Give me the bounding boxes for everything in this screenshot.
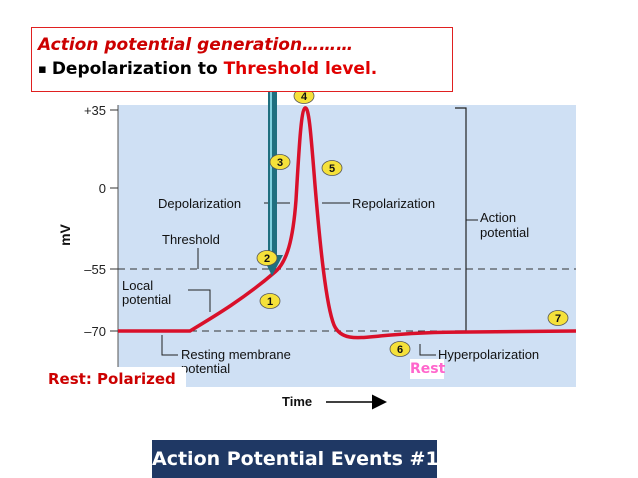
threshold-label: Threshold [162,232,220,247]
depolarization-label: Depolarization [158,196,241,211]
callout-bullet-line: ▪ Depolarization to Threshold level. [38,56,452,83]
y-axis-label: mV [57,223,73,245]
marker-5-circle [321,160,343,176]
marker-5: 5 [329,163,335,175]
marker-6: 6 [397,344,403,356]
marker-3: 3 [277,157,283,169]
y-tick-label: 0 [99,181,106,196]
y-tick-label: +35 [84,103,106,118]
rest-polarized-label: Rest: Polarized [44,367,186,391]
callout-box: Action potential generation……… ▪ Depolari… [31,27,453,92]
marker-6-circle [389,341,411,357]
slide-title: Action Potential Events #1 [152,440,439,478]
marker-7-circle [547,310,569,326]
action-potential-label: potential [480,225,529,240]
resting-membrane-label: potential [181,361,230,376]
callout-line-highlight: Threshold level. [223,59,378,79]
y-tick-label: –55 [84,262,106,277]
x-axis-label: Time [282,394,312,409]
local-potential-label: Local [122,278,153,293]
square-bullet-icon: ▪ [38,62,47,77]
plot-panel [118,105,576,387]
marker-1-circle [259,293,281,309]
marker-4: 4 [301,91,308,103]
callout-title: Action potential generation……… [38,35,354,55]
marker-1: 1 [267,296,273,308]
membrane-potential-trace [118,106,577,340]
hyperpolarization-label: Hyperpolarization [438,347,539,362]
marker-3-circle [269,154,291,170]
marker-2-circle [256,250,278,266]
y-tick-label: –70 [84,324,106,339]
local-potential-label: potential [122,292,171,307]
action-potential-label: Action [480,210,516,225]
marker-7: 7 [555,313,561,325]
y-axis-ticks: +35 0 –55 –70 [84,103,118,339]
marker-2: 2 [264,253,270,265]
rest-label-pink: Rest [410,359,446,379]
repolarization-label: Repolarization [352,196,435,211]
callout-line-prefix: Depolarization to [51,59,224,79]
resting-membrane-label: Resting membrane [181,347,291,362]
